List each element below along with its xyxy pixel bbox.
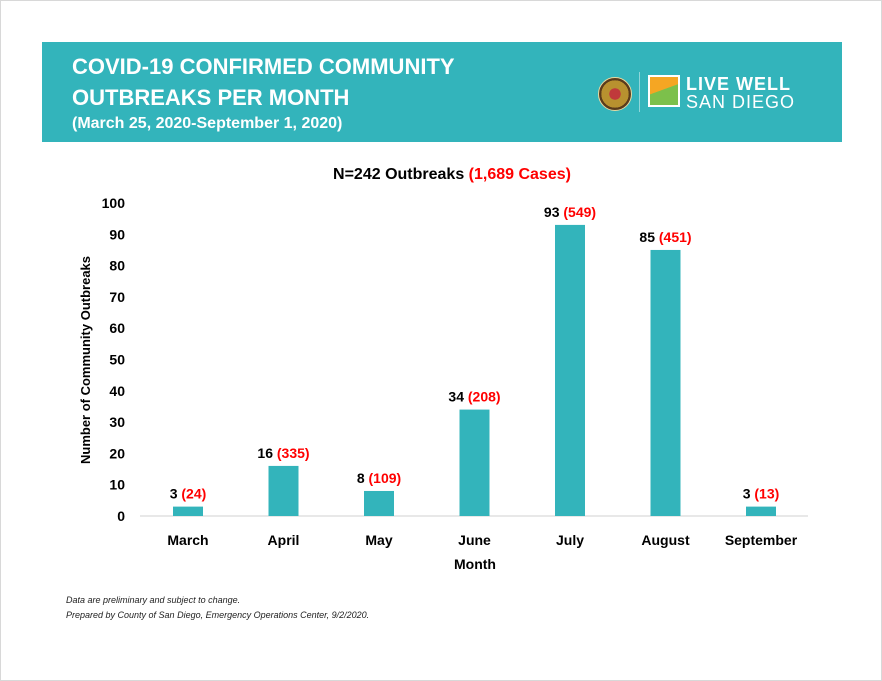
data-label: 85 (451) (639, 229, 691, 245)
bar-june (459, 409, 490, 516)
case-count: (24) (181, 486, 206, 502)
outbreak-count: 34 (448, 389, 467, 405)
y-axis-label: Number of Community Outbreaks (78, 256, 93, 464)
y-tick-label: 90 (109, 226, 125, 242)
chart-title-cases: (1,689 Cases) (469, 166, 571, 183)
x-tick-label: May (365, 532, 392, 548)
data-label: 3 (13) (743, 486, 780, 502)
y-tick-label: 20 (109, 445, 125, 461)
date-range: (March 25, 2020-September 1, 2020) (72, 115, 343, 132)
case-count: (451) (659, 229, 692, 245)
chart-title-main: N=242 Outbreaks (333, 166, 469, 183)
logo-text-1: LIVE WELL (686, 74, 791, 94)
bar-august (650, 249, 681, 516)
x-tick-label: July (556, 532, 584, 548)
outbreak-count: 85 (639, 229, 658, 245)
outbreak-count: 8 (357, 470, 369, 486)
data-label: 34 (208) (448, 389, 500, 405)
county-seal-logo (598, 77, 632, 111)
x-axis-label: Month (454, 556, 496, 572)
x-tick-label: August (641, 532, 690, 548)
bar-july (555, 224, 585, 516)
x-tick-label: June (458, 532, 491, 548)
y-tick-label: 0 (117, 508, 125, 524)
live-well-logo-icon (648, 75, 680, 107)
logo-divider (639, 72, 640, 112)
chart-title: N=242 Outbreaks (1,689 Cases) (333, 166, 571, 183)
y-tick-label: 100 (102, 195, 126, 211)
y-tick-label: 40 (109, 383, 125, 399)
y-tick-label: 50 (109, 352, 125, 368)
outbreak-count: 93 (544, 204, 563, 220)
case-count: (109) (369, 470, 402, 486)
case-count: (335) (277, 445, 310, 461)
logo-text-2: SAN DIEGO (686, 92, 796, 112)
y-tick-label: 60 (109, 320, 125, 336)
bar-april (268, 465, 299, 516)
bar-may (364, 490, 394, 516)
page-title: COVID-19 CONFIRMED COMMUNITY OUTBREAKS PE… (72, 54, 455, 110)
y-tick-label: 30 (109, 414, 125, 430)
case-count: (549) (563, 204, 596, 220)
x-tick-label: March (167, 532, 208, 548)
footnote-preliminary: Data are preliminary and subject to chan… (66, 595, 241, 605)
case-count: (208) (468, 389, 501, 405)
outbreak-count: 3 (170, 486, 182, 502)
data-label: 93 (549) (544, 204, 596, 220)
footnote-prepared-by: Prepared by County of San Diego, Emergen… (66, 610, 370, 620)
y-tick-label: 70 (109, 289, 125, 305)
y-tick-label: 80 (109, 258, 125, 274)
x-tick-label: April (268, 532, 300, 548)
header-banner: COVID-19 CONFIRMED COMMUNITY OUTBREAKS PE… (42, 42, 842, 142)
outbreak-count: 16 (257, 445, 276, 461)
outbreak-count: 3 (743, 486, 755, 502)
case-count: (13) (754, 486, 779, 502)
bar-september (746, 506, 776, 516)
data-label: 8 (109) (357, 470, 401, 486)
data-label: 16 (335) (257, 445, 309, 461)
bar-march (173, 506, 203, 516)
data-label: 3 (24) (170, 486, 207, 502)
x-tick-label: September (725, 532, 798, 548)
y-tick-label: 10 (109, 477, 125, 493)
